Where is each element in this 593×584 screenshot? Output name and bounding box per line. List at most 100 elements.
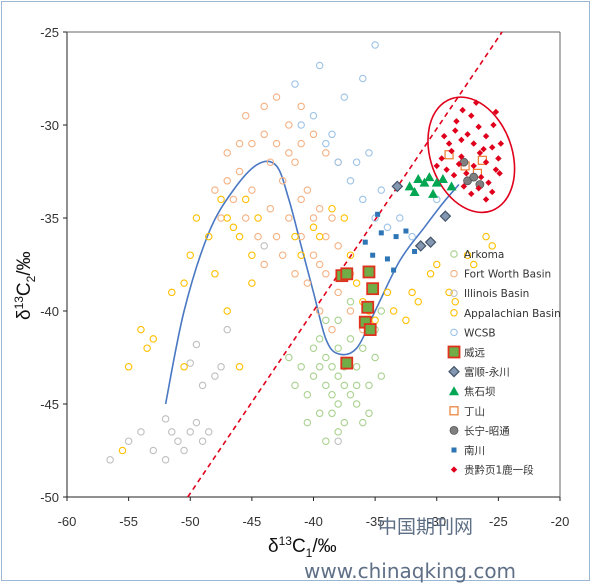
data-point bbox=[365, 149, 373, 157]
data-point bbox=[377, 372, 386, 380]
data-point bbox=[426, 270, 435, 278]
data-point bbox=[472, 99, 480, 106]
data-point bbox=[437, 173, 448, 183]
data-point bbox=[443, 166, 450, 173]
data-point bbox=[480, 145, 487, 153]
data-point bbox=[391, 180, 404, 193]
data-point bbox=[440, 132, 448, 140]
data-point bbox=[469, 172, 479, 182]
data-point bbox=[328, 214, 336, 222]
legend: Arkoma Fort Worth Basin Illinois Basin Appa… bbox=[447, 249, 561, 477]
data-point bbox=[334, 344, 342, 352]
data-point bbox=[297, 102, 305, 111]
data-point bbox=[315, 61, 324, 70]
data-point bbox=[424, 236, 437, 249]
data-point bbox=[328, 363, 336, 371]
data-point bbox=[266, 158, 275, 166]
data-point bbox=[346, 177, 355, 185]
legend-marker bbox=[450, 289, 458, 297]
x-tick-label: -20 bbox=[551, 514, 570, 529]
data-point bbox=[352, 363, 361, 371]
data-point bbox=[403, 228, 409, 234]
data-point bbox=[322, 270, 330, 278]
data-point bbox=[118, 446, 127, 455]
data-point bbox=[346, 390, 355, 399]
data-point bbox=[297, 195, 305, 204]
data-point bbox=[340, 214, 349, 222]
x-tick-label: -25 bbox=[489, 514, 508, 529]
data-point bbox=[408, 232, 416, 241]
y-tick-label: -45 bbox=[40, 397, 59, 412]
data-point bbox=[334, 437, 342, 445]
legend-label: 长宁-昭通 bbox=[464, 424, 510, 437]
series-10 bbox=[362, 211, 418, 273]
data-point bbox=[137, 428, 145, 436]
data-point bbox=[241, 111, 250, 120]
data-point bbox=[285, 149, 293, 157]
data-point bbox=[452, 127, 459, 134]
data-point bbox=[198, 437, 207, 445]
data-point bbox=[285, 214, 293, 222]
data-point bbox=[438, 155, 445, 162]
legend-label: 贵黔页1鹿一段 bbox=[464, 464, 534, 477]
legend-label: Fort Worth Basin bbox=[464, 269, 551, 281]
series-6 bbox=[391, 180, 452, 252]
data-point bbox=[445, 140, 453, 147]
series-11 bbox=[433, 99, 505, 203]
data-point bbox=[217, 363, 225, 371]
legend-label: 富顺-永川 bbox=[464, 366, 510, 379]
data-point bbox=[161, 415, 170, 423]
data-point bbox=[475, 185, 482, 192]
data-point bbox=[186, 251, 195, 259]
data-point bbox=[303, 279, 312, 287]
data-point bbox=[291, 270, 299, 278]
data-point bbox=[445, 288, 453, 297]
legend-label: WCSB bbox=[464, 327, 496, 339]
data-point bbox=[303, 418, 312, 427]
data-point bbox=[315, 363, 324, 371]
data-point bbox=[180, 446, 188, 455]
data-point bbox=[393, 234, 399, 240]
data-point bbox=[217, 195, 225, 204]
data-point bbox=[297, 363, 305, 371]
legend-marker bbox=[450, 466, 458, 473]
data-point bbox=[272, 93, 281, 101]
data-point bbox=[180, 279, 188, 287]
legend-marker bbox=[450, 250, 458, 258]
data-point bbox=[322, 232, 330, 241]
data-point bbox=[309, 251, 318, 259]
data-point bbox=[404, 181, 415, 191]
legend-marker bbox=[450, 309, 458, 317]
data-point bbox=[412, 248, 418, 254]
data-point bbox=[377, 307, 386, 315]
data-point bbox=[328, 204, 336, 213]
y-tick-label: -40 bbox=[40, 304, 59, 319]
y-tick-label: -35 bbox=[40, 211, 59, 226]
data-point bbox=[482, 232, 490, 241]
data-point bbox=[143, 344, 151, 352]
data-point bbox=[235, 232, 244, 241]
data-point bbox=[322, 353, 330, 362]
data-point bbox=[297, 139, 305, 148]
data-point bbox=[492, 108, 500, 116]
data-point bbox=[408, 288, 416, 297]
data-point bbox=[272, 232, 281, 241]
data-point bbox=[260, 242, 268, 250]
data-point bbox=[303, 390, 312, 399]
data-point bbox=[352, 381, 361, 390]
data-point bbox=[463, 251, 472, 259]
data-point bbox=[460, 183, 468, 190]
x-tick-label: -30 bbox=[427, 514, 446, 529]
data-point bbox=[315, 260, 324, 269]
y-tick-label: -50 bbox=[40, 490, 59, 505]
data-point bbox=[489, 188, 496, 196]
data-point bbox=[334, 372, 342, 380]
data-point bbox=[402, 316, 410, 325]
data-point bbox=[363, 323, 377, 337]
legend-label: Appalachian Basin bbox=[464, 308, 561, 320]
data-point bbox=[346, 297, 355, 306]
data-point bbox=[391, 267, 397, 273]
data-point bbox=[161, 456, 170, 464]
data-point bbox=[485, 179, 492, 186]
